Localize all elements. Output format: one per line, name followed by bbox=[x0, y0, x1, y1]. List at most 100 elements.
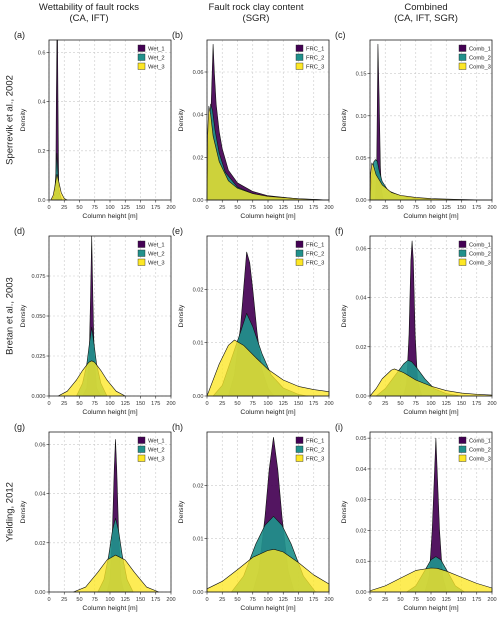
legend-swatch bbox=[295, 44, 304, 52]
density-area-wet_3 bbox=[73, 554, 160, 593]
x-tick-label: 50 bbox=[397, 401, 403, 407]
y-tick-label: 0.01 bbox=[193, 341, 204, 347]
x-tick-label: 50 bbox=[234, 401, 240, 407]
legend-entry: Comb_1 bbox=[469, 243, 491, 249]
legend-entry: FRC_2 bbox=[306, 252, 324, 258]
y-tick-label: 0.00 bbox=[356, 198, 367, 204]
x-tick-label: 175 bbox=[472, 401, 481, 407]
x-tick-label: 75 bbox=[413, 205, 419, 211]
legend-swatch bbox=[458, 53, 467, 61]
legend-swatch bbox=[137, 249, 146, 257]
x-axis-label: Column height [m] bbox=[403, 605, 458, 612]
x-axis-label: Column height [m] bbox=[82, 605, 137, 612]
density-area-frc_3 bbox=[206, 339, 330, 397]
y-tick-label: 0.15 bbox=[356, 72, 367, 78]
y-tick-label: 0.04 bbox=[356, 296, 367, 302]
legend-entry: FRC_3 bbox=[306, 65, 324, 71]
column-subtitle: (SGR) bbox=[243, 13, 270, 24]
y-tick-label: 0.10 bbox=[356, 114, 367, 120]
legend: FRC_1 FRC_2 FRC_3 bbox=[295, 44, 324, 71]
legend-entry: Comb_3 bbox=[469, 457, 491, 463]
legend-swatch bbox=[137, 436, 146, 444]
y-tick-label: 0.06 bbox=[356, 246, 367, 252]
x-tick-label: 100 bbox=[263, 597, 272, 603]
legend-swatch bbox=[458, 454, 467, 462]
column-title: Wettability of fault rocks bbox=[39, 2, 139, 13]
x-tick-label: 0 bbox=[47, 401, 50, 407]
legend-entry: Wet_3 bbox=[148, 65, 165, 71]
x-tick-label: 75 bbox=[92, 401, 98, 407]
legend: Comb_1 Comb_2 Comb_3 bbox=[458, 436, 491, 463]
x-tick-label: 100 bbox=[426, 205, 435, 211]
x-tick-label: 125 bbox=[279, 205, 288, 211]
density-area-frc_3 bbox=[206, 549, 330, 593]
chart-panel: (b) 0 25 50 75 100 125 150 175 200 0.00 0.02 0.04 0.0… bbox=[172, 30, 334, 220]
y-tick-label: 0.04 bbox=[193, 113, 204, 119]
legend-swatch bbox=[295, 445, 304, 453]
legend-swatch bbox=[458, 240, 467, 248]
chart-panel: (g) 0 25 50 75 100 125 150 175 200 0.00 0.02 0.04 0.0… bbox=[14, 422, 176, 612]
x-tick-label: 200 bbox=[324, 401, 333, 407]
x-tick-label: 25 bbox=[219, 597, 225, 603]
legend-entry: Wet_2 bbox=[148, 56, 165, 62]
chart-panel: (a) 0 25 50 75 100 125 150 175 200 0.0 0.2 0.4 0.6 Col… bbox=[14, 30, 176, 220]
x-tick-label: 150 bbox=[294, 205, 303, 211]
x-tick-label: 100 bbox=[105, 205, 114, 211]
x-tick-label: 50 bbox=[76, 401, 82, 407]
x-tick-label: 25 bbox=[61, 597, 67, 603]
row-label: Bretan et al., 2003 bbox=[5, 277, 16, 355]
x-tick-label: 0 bbox=[47, 205, 50, 211]
x-tick-label: 125 bbox=[121, 401, 130, 407]
x-tick-label: 50 bbox=[397, 597, 403, 603]
x-axis-label: Column height [m] bbox=[403, 409, 458, 416]
y-tick-label: 0.050 bbox=[32, 314, 46, 320]
y-tick-label: 0.01 bbox=[193, 537, 204, 543]
x-tick-label: 150 bbox=[136, 401, 145, 407]
y-tick-label: 0.05 bbox=[356, 436, 367, 442]
legend-entry: Wet_3 bbox=[148, 261, 165, 267]
legend-swatch bbox=[137, 240, 146, 248]
x-tick-label: 75 bbox=[413, 597, 419, 603]
x-tick-label: 200 bbox=[166, 597, 175, 603]
column-title: Combined bbox=[404, 2, 447, 13]
x-tick-label: 150 bbox=[294, 597, 303, 603]
x-tick-label: 175 bbox=[309, 597, 318, 603]
y-tick-label: 0.02 bbox=[193, 483, 204, 489]
y-axis-label: Density bbox=[178, 108, 185, 131]
x-tick-label: 0 bbox=[368, 597, 371, 603]
y-axis-label: Density bbox=[341, 108, 348, 131]
legend-entry: Comb_1 bbox=[469, 47, 491, 53]
column-subtitle: (CA, IFT, SGR) bbox=[394, 13, 458, 24]
x-tick-label: 200 bbox=[166, 401, 175, 407]
legend-swatch bbox=[458, 249, 467, 257]
x-tick-label: 50 bbox=[234, 597, 240, 603]
x-tick-label: 25 bbox=[382, 205, 388, 211]
legend-entry: FRC_1 bbox=[306, 439, 324, 445]
x-tick-label: 200 bbox=[166, 205, 175, 211]
y-tick-label: 0.000 bbox=[32, 394, 46, 400]
y-tick-label: 0.01 bbox=[356, 559, 367, 565]
x-tick-label: 75 bbox=[92, 205, 98, 211]
x-tick-label: 50 bbox=[76, 597, 82, 603]
y-tick-label: 0.025 bbox=[32, 354, 46, 360]
legend-entry: Wet_1 bbox=[148, 439, 165, 445]
chart-panel: (e) 0 25 50 75 100 125 150 175 200 0.00 0.01 0.02 Col… bbox=[172, 226, 334, 416]
x-axis-label: Column height [m] bbox=[240, 605, 295, 612]
y-tick-label: 0.02 bbox=[193, 155, 204, 161]
y-tick-label: 0.05 bbox=[356, 156, 367, 162]
legend-entry: Wet_1 bbox=[148, 47, 165, 53]
panel-label: (f) bbox=[335, 226, 344, 236]
x-tick-label: 50 bbox=[397, 205, 403, 211]
legend-swatch bbox=[458, 62, 467, 70]
density-area-wet_3 bbox=[57, 360, 126, 397]
chart-panel: (h) 0 25 50 75 100 125 150 175 200 0.00 0.01 0.02 Col… bbox=[172, 422, 334, 612]
legend-swatch bbox=[137, 44, 146, 52]
y-tick-label: 0.06 bbox=[35, 442, 46, 448]
legend-swatch bbox=[295, 258, 304, 266]
x-tick-label: 150 bbox=[294, 401, 303, 407]
legend-entry: FRC_2 bbox=[306, 56, 324, 62]
x-tick-label: 175 bbox=[309, 401, 318, 407]
y-axis-label: Density bbox=[178, 500, 185, 523]
y-axis-label: Density bbox=[341, 500, 348, 523]
x-tick-label: 175 bbox=[472, 205, 481, 211]
